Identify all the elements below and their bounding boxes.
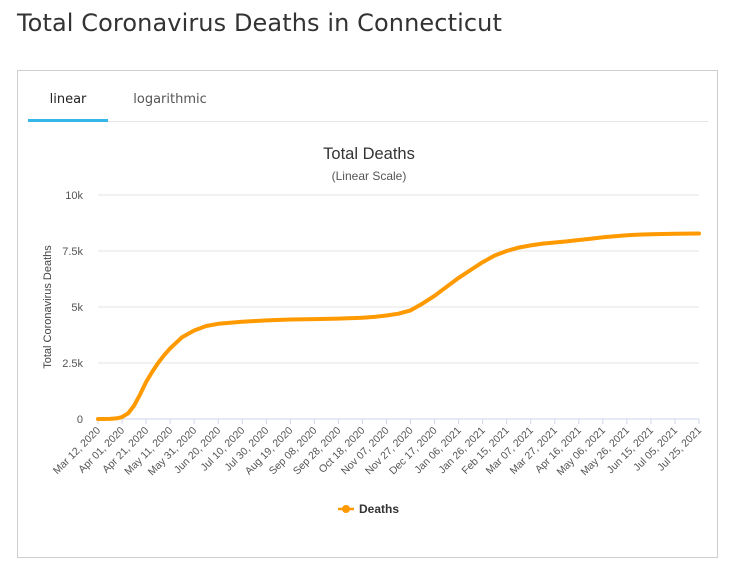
data-point bbox=[433, 294, 436, 297]
data-point bbox=[529, 244, 532, 247]
legend[interactable]: Deaths bbox=[338, 502, 399, 516]
data-point bbox=[116, 417, 119, 420]
tab-logarithmic[interactable]: logarithmic bbox=[133, 92, 207, 107]
data-point bbox=[637, 233, 641, 236]
data-point bbox=[205, 324, 208, 328]
data-point bbox=[649, 233, 653, 236]
data-point bbox=[156, 361, 160, 365]
chart-subtitle: (Linear Scale) bbox=[332, 169, 407, 183]
data-point bbox=[481, 261, 484, 264]
data-point bbox=[421, 302, 424, 305]
data-point bbox=[541, 242, 544, 245]
y-axis-label: Total Coronavirus Deaths bbox=[42, 245, 54, 369]
legend-marker-icon bbox=[342, 505, 350, 513]
chart-panel: linear logarithmic bbox=[17, 70, 718, 558]
chart-title: Total Deaths bbox=[323, 145, 415, 163]
data-point bbox=[126, 412, 130, 415]
data-point bbox=[577, 238, 580, 242]
data-point bbox=[553, 241, 556, 244]
data-point bbox=[673, 232, 677, 235]
data-point bbox=[613, 235, 617, 238]
data-point bbox=[373, 315, 376, 319]
y-tick-label: 10k bbox=[65, 190, 83, 202]
data-point bbox=[150, 370, 154, 374]
data-point bbox=[229, 321, 232, 324]
series-deaths bbox=[96, 231, 701, 421]
y-tick-label: 5k bbox=[71, 302, 83, 314]
data-point bbox=[505, 249, 508, 253]
data-point bbox=[138, 393, 142, 396]
data-point bbox=[96, 417, 100, 421]
data-point bbox=[445, 285, 448, 288]
data-point bbox=[174, 341, 178, 344]
series-line-deaths bbox=[96, 231, 701, 421]
y-tick-label: 2.5k bbox=[62, 358, 83, 370]
data-point bbox=[265, 319, 268, 322]
data-point bbox=[108, 417, 112, 421]
data-point bbox=[162, 354, 166, 357]
y-axis-ticks: 0 2.5k 5k 7.5k 10k bbox=[62, 190, 83, 426]
data-point bbox=[697, 232, 701, 235]
data-point bbox=[625, 234, 629, 237]
data-point bbox=[565, 240, 568, 243]
data-point bbox=[589, 237, 592, 240]
tab-linear[interactable]: linear bbox=[28, 83, 108, 122]
data-point bbox=[193, 329, 196, 332]
data-point bbox=[457, 276, 460, 280]
data-point bbox=[144, 380, 148, 384]
page-title: Total Coronavirus Deaths in Connecticut bbox=[17, 9, 502, 37]
legend-label: Deaths bbox=[359, 502, 399, 516]
data-point bbox=[661, 232, 665, 236]
data-point bbox=[168, 347, 172, 350]
data-point bbox=[601, 236, 604, 239]
data-point bbox=[120, 415, 124, 419]
data-point bbox=[289, 318, 292, 321]
data-point bbox=[397, 312, 400, 315]
data-point bbox=[132, 404, 136, 407]
data-point bbox=[217, 322, 220, 325]
y-tick-label: 7.5k bbox=[62, 246, 83, 258]
data-point bbox=[517, 246, 520, 249]
scale-tabs: linear logarithmic bbox=[28, 83, 708, 122]
y-tick-label: 0 bbox=[77, 414, 83, 426]
data-point bbox=[186, 332, 190, 336]
data-point bbox=[241, 320, 244, 323]
data-point bbox=[385, 314, 388, 317]
data-point bbox=[180, 336, 184, 339]
data-point bbox=[493, 254, 496, 257]
data-point bbox=[685, 232, 689, 235]
data-point bbox=[313, 317, 316, 321]
data-point bbox=[469, 268, 472, 272]
data-point bbox=[337, 317, 340, 320]
data-point bbox=[361, 316, 364, 319]
gridlines bbox=[98, 194, 699, 420]
data-point bbox=[409, 309, 412, 312]
